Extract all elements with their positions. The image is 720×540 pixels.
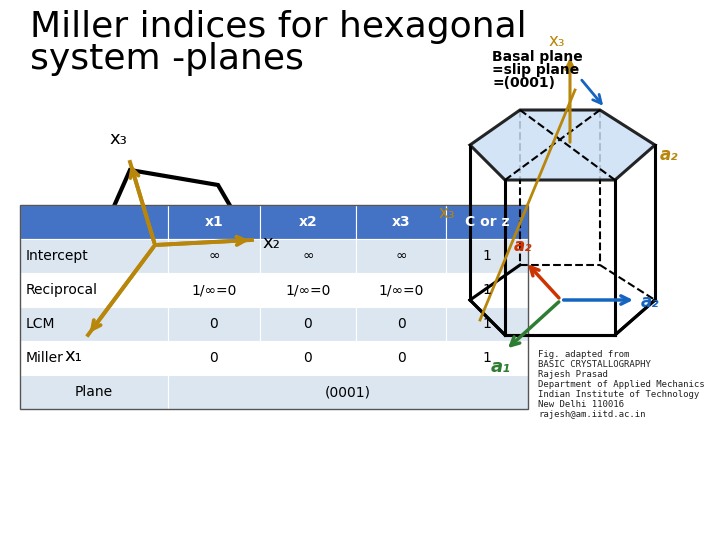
Text: Fig. adapted from: Fig. adapted from [538, 350, 629, 359]
Bar [20, 307, 168, 341]
Text: Intercept: Intercept [26, 249, 89, 263]
Text: ∞: ∞ [395, 249, 407, 263]
Text: New Delhi 110016: New Delhi 110016 [538, 400, 624, 409]
Bar [168, 205, 260, 239]
Text: LCM: LCM [26, 317, 55, 331]
Text: rajesh@am.iitd.ac.in: rajesh@am.iitd.ac.in [538, 410, 646, 419]
Text: =(0001): =(0001) [492, 76, 555, 90]
Text: x3: x3 [392, 215, 410, 229]
Bar [20, 239, 168, 273]
Text: =slip plane: =slip plane [492, 63, 580, 77]
Text: x₃: x₃ [549, 32, 565, 50]
Bar [356, 341, 446, 375]
Bar [260, 273, 356, 307]
Polygon shape [470, 110, 655, 180]
Bar [446, 341, 528, 375]
Text: Rajesh Prasad: Rajesh Prasad [538, 370, 608, 379]
Text: a₂: a₂ [641, 293, 660, 311]
Text: Miller indices for hexagonal: Miller indices for hexagonal [30, 10, 526, 44]
Bar [260, 205, 356, 239]
Bar [356, 205, 446, 239]
Text: Basal plane: Basal plane [492, 50, 582, 64]
Text: x₃: x₃ [109, 130, 127, 148]
Text: (0001): (0001) [325, 385, 371, 399]
Bar [20, 205, 168, 239]
Text: Miller: Miller [26, 351, 64, 365]
Bar [260, 341, 356, 375]
Text: 1: 1 [482, 351, 492, 365]
Text: Reciprocal: Reciprocal [26, 283, 98, 297]
Text: Department of Applied Mechanics: Department of Applied Mechanics [538, 380, 705, 389]
Text: 1: 1 [482, 317, 492, 331]
Text: Plane: Plane [75, 385, 113, 399]
Bar [20, 273, 168, 307]
Bar [356, 239, 446, 273]
Text: 0: 0 [210, 317, 218, 331]
Text: x₃: x₃ [438, 204, 455, 221]
Text: x₁: x₁ [64, 347, 82, 365]
Text: a₂: a₂ [660, 146, 678, 164]
Bar [260, 239, 356, 273]
Text: 1/∞=0: 1/∞=0 [285, 283, 330, 297]
Bar [446, 205, 528, 239]
Text: ∞: ∞ [302, 249, 314, 263]
Text: 0: 0 [210, 351, 218, 365]
Text: x1: x1 [204, 215, 223, 229]
Bar [168, 341, 260, 375]
Text: x₂: x₂ [262, 234, 280, 252]
Bar [356, 307, 446, 341]
Bar [168, 375, 528, 409]
Text: a₁: a₁ [491, 358, 510, 376]
Bar [20, 341, 168, 375]
Bar [260, 307, 356, 341]
Text: BASIC CRYSTALLOGRAPHY: BASIC CRYSTALLOGRAPHY [538, 360, 651, 369]
Text: 1/∞=0: 1/∞=0 [378, 283, 423, 297]
Bar [446, 307, 528, 341]
Text: C or z: C or z [464, 215, 509, 229]
Bar [20, 205, 528, 409]
Text: a₂: a₂ [513, 237, 532, 255]
Bar [168, 307, 260, 341]
Bar [356, 273, 446, 307]
Text: 0: 0 [304, 317, 312, 331]
Bar [446, 239, 528, 273]
Text: ∞: ∞ [208, 249, 220, 263]
Text: 1: 1 [482, 283, 492, 297]
Text: Indian Institute of Technology: Indian Institute of Technology [538, 390, 699, 399]
Text: 0: 0 [397, 351, 405, 365]
Text: 0: 0 [304, 351, 312, 365]
Text: x2: x2 [299, 215, 318, 229]
Text: system -planes: system -planes [30, 42, 304, 76]
Bar [446, 273, 528, 307]
Bar [168, 273, 260, 307]
Bar [168, 239, 260, 273]
Text: 1: 1 [482, 249, 492, 263]
Text: 0: 0 [397, 317, 405, 331]
Bar [20, 375, 168, 409]
Text: 1/∞=0: 1/∞=0 [192, 283, 237, 297]
